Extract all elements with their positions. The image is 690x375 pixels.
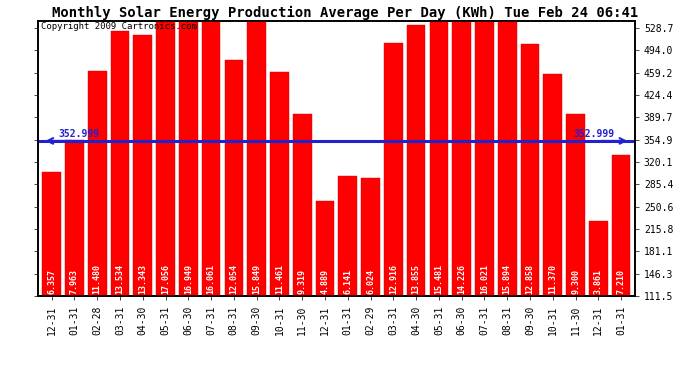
Text: 6.357: 6.357 <box>47 268 56 294</box>
Text: 15.481: 15.481 <box>435 264 444 294</box>
Text: 13.534: 13.534 <box>115 264 124 294</box>
Bar <box>156 0 175 296</box>
Text: 7.963: 7.963 <box>70 268 79 294</box>
Text: 14.226: 14.226 <box>457 264 466 294</box>
Bar <box>498 0 517 296</box>
Text: 352.999: 352.999 <box>59 129 99 139</box>
Bar <box>361 178 380 296</box>
Text: 11.370: 11.370 <box>549 264 558 294</box>
Bar <box>179 0 197 296</box>
Text: Copyright 2009 Cartronics.com: Copyright 2009 Cartronics.com <box>41 22 197 31</box>
Text: 4.889: 4.889 <box>320 268 330 294</box>
Bar <box>65 140 83 296</box>
Bar <box>133 35 152 296</box>
Text: 16.949: 16.949 <box>184 264 193 294</box>
Text: 7.210: 7.210 <box>617 268 626 294</box>
Text: 13.855: 13.855 <box>412 264 421 294</box>
Bar <box>430 0 448 296</box>
Bar <box>88 72 106 296</box>
Bar <box>42 172 61 296</box>
Bar <box>110 31 129 296</box>
Bar <box>270 72 288 296</box>
Text: 9.300: 9.300 <box>571 268 580 294</box>
Bar <box>566 114 585 296</box>
Bar <box>407 25 426 296</box>
Text: 15.894: 15.894 <box>503 264 512 294</box>
Bar <box>201 0 220 296</box>
Text: 3.861: 3.861 <box>594 268 603 294</box>
Bar <box>315 201 335 296</box>
Bar <box>293 114 312 296</box>
Text: 15.849: 15.849 <box>252 264 261 294</box>
Text: 11.480: 11.480 <box>92 264 101 294</box>
Text: 9.319: 9.319 <box>297 268 306 294</box>
Bar <box>475 0 494 296</box>
Bar <box>612 155 631 296</box>
Text: 12.054: 12.054 <box>229 264 238 294</box>
Bar <box>384 44 403 296</box>
Text: 11.461: 11.461 <box>275 264 284 294</box>
Bar <box>338 176 357 296</box>
Bar <box>589 220 608 296</box>
Bar <box>521 45 540 296</box>
Text: 6.024: 6.024 <box>366 268 375 294</box>
Bar <box>453 18 471 296</box>
Bar <box>224 60 243 296</box>
Text: 16.021: 16.021 <box>480 264 489 294</box>
Bar <box>544 74 562 296</box>
Bar <box>247 0 266 296</box>
Text: 352.999: 352.999 <box>573 129 614 139</box>
Text: 16.061: 16.061 <box>206 264 215 294</box>
Text: 13.343: 13.343 <box>138 264 147 294</box>
Text: Monthly Solar Energy Production Average Per Day (KWh) Tue Feb 24 06:41: Monthly Solar Energy Production Average … <box>52 6 638 20</box>
Text: 12.858: 12.858 <box>526 264 535 294</box>
Text: 17.056: 17.056 <box>161 264 170 294</box>
Text: 6.141: 6.141 <box>343 268 353 294</box>
Text: 12.916: 12.916 <box>389 264 398 294</box>
